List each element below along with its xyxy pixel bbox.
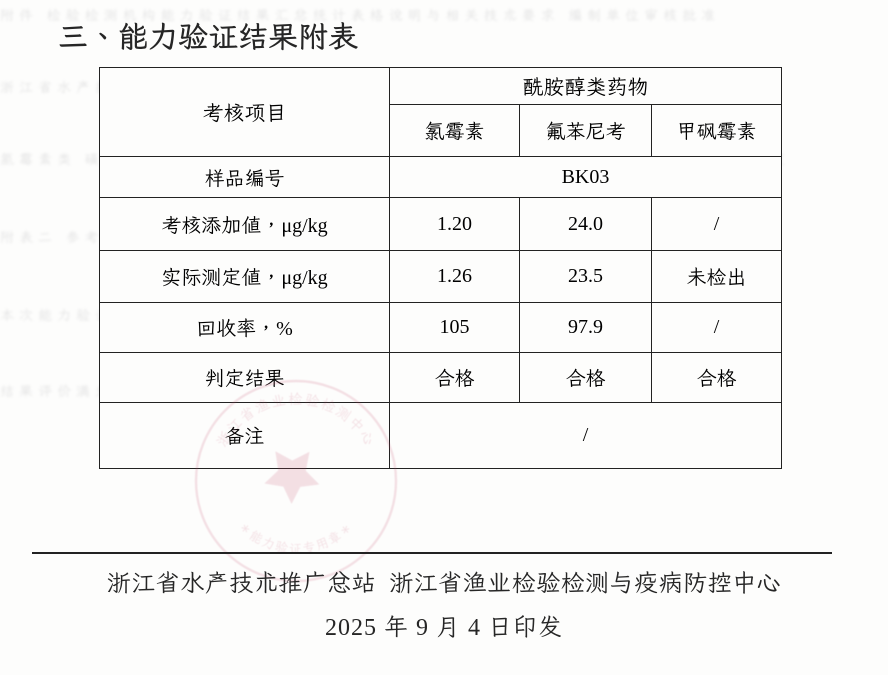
svg-text:浙江省渔业检验检测中心: 浙江省渔业检验检测中心 [214, 392, 378, 450]
svg-text:＊能力验证专用章＊: ＊能力验证专用章＊ [235, 519, 356, 556]
